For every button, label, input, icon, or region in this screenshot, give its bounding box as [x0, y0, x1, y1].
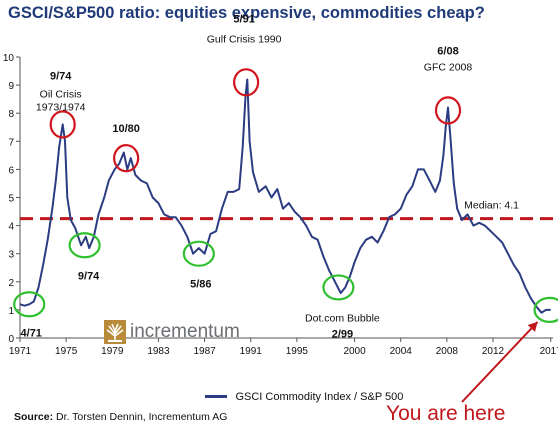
peak-circle — [49, 110, 76, 139]
x-tick-label: 2012 — [482, 346, 505, 357]
y-tick-label: 3 — [8, 250, 14, 261]
chart-title: GSCI/S&P500 ratio: equities expensive, c… — [8, 4, 485, 22]
x-tick-label: 1991 — [240, 346, 263, 357]
arrowhead — [527, 321, 538, 332]
y-tick-label: 1 — [8, 306, 14, 317]
source-note: Source: Dr. Torsten Dennin, Incrementum … — [14, 411, 227, 423]
annotation-event: Dot.com Bubble — [305, 312, 380, 324]
x-tick-label: 1995 — [286, 346, 309, 357]
annotation-event: GFC 2008 — [424, 61, 473, 73]
trough-circle — [322, 274, 355, 301]
peak-circle — [434, 96, 462, 125]
x-tick-label: 2000 — [343, 346, 366, 357]
incrementum-logo: incrementum — [104, 320, 274, 346]
y-tick-label: 4 — [8, 222, 14, 233]
annotation-event: 1973/1974 — [36, 101, 86, 113]
y-tick-label: 10 — [3, 53, 15, 64]
logo-text: incrementum — [130, 321, 240, 342]
annotation-date: 9/74 — [78, 270, 100, 282]
annotation-event: Oil Crisis — [40, 88, 82, 100]
annotation-date: 5/91 — [233, 13, 254, 25]
y-tick-label: 6 — [8, 165, 14, 176]
source-text: Dr. Torsten Dennin, Incrementum AG — [56, 411, 228, 423]
y-tick-label: 2 — [8, 278, 14, 289]
y-tick-label: 5 — [8, 194, 14, 205]
you-are-here-arrow — [461, 321, 539, 403]
annotation-event: Gulf Crisis 1990 — [207, 33, 282, 45]
peak-circle — [113, 144, 140, 173]
x-tick-label: 1979 — [101, 346, 124, 357]
trough-circle — [68, 232, 101, 259]
x-tick-label: 2008 — [436, 346, 459, 357]
annotation-date: 2/99 — [332, 328, 353, 340]
source-label: Source: — [14, 411, 54, 423]
median-label: Median: 4.1 — [464, 200, 519, 212]
tree-logo-icon — [104, 320, 126, 344]
you-are-here-label: You are here — [386, 402, 506, 425]
series-line — [19, 78, 551, 314]
annotation-date: 9/74 — [50, 70, 72, 82]
legend-label: GSCI Commodity Index / S&P 500 — [235, 390, 404, 403]
x-tick-label: 1987 — [193, 346, 216, 357]
x-tick-label: 1983 — [147, 346, 170, 357]
trough-circle — [182, 240, 215, 267]
y-tick-label: 9 — [8, 81, 14, 92]
peak-circle — [233, 68, 260, 97]
y-tick-label: 0 — [8, 334, 14, 345]
y-tick-label: 8 — [8, 109, 14, 120]
legend-line-swatch — [205, 395, 227, 399]
x-tick-label: 1971 — [9, 346, 32, 357]
trough-circle — [13, 291, 46, 318]
annotation-date: 10/80 — [112, 123, 140, 135]
x-tick-label: 1975 — [55, 346, 78, 357]
annotation-date: 5/86 — [190, 279, 211, 291]
x-tick-label: 2017 — [540, 346, 558, 357]
trough-circle — [533, 296, 558, 323]
y-tick-label: 7 — [8, 137, 14, 148]
annotation-date: 4/71 — [21, 327, 42, 339]
chart-legend: GSCI Commodity Index / S&P 500 — [205, 388, 404, 403]
annotation-date: 6/08 — [437, 45, 458, 57]
x-tick-label: 2004 — [390, 346, 413, 357]
